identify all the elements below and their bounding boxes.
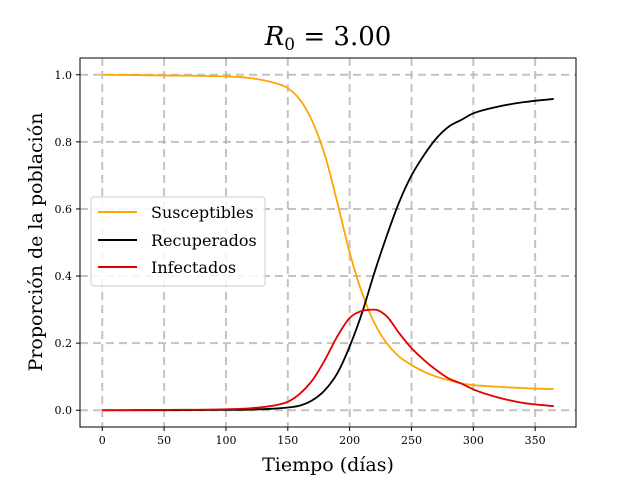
x-tick-label: 0 bbox=[99, 434, 106, 447]
x-tick-label: 50 bbox=[157, 434, 171, 447]
legend-label-recuperados: Recuperados bbox=[151, 231, 257, 250]
y-tick-label: 0.0 bbox=[55, 404, 73, 417]
series-lines bbox=[102, 73, 554, 412]
chart-title: R0 = 3.00 bbox=[264, 22, 392, 55]
x-tick-label: 350 bbox=[525, 434, 546, 447]
y-tick-label: 1.0 bbox=[55, 69, 73, 82]
legend-label-infectados: Infectados bbox=[151, 258, 236, 277]
chart-title-base: R bbox=[264, 22, 285, 52]
legend-box bbox=[90, 196, 266, 287]
x-tick-label: 250 bbox=[401, 434, 422, 447]
chart-title-subscript: 0 bbox=[284, 35, 295, 55]
y-axis-label: Proporción de la población bbox=[25, 113, 47, 372]
axis-ticks: 0 50 100 150 200 250 300 350 0.0 0.2 0.4 0.6 0.8 1.0 bbox=[55, 69, 546, 447]
legend: Susceptibles Recuperados Infectados bbox=[90, 196, 266, 287]
y-tick-label: 0.6 bbox=[55, 203, 73, 216]
y-tick-label: 0.8 bbox=[55, 136, 73, 149]
series-line-recuperados bbox=[102, 98, 554, 412]
x-tick-label: 200 bbox=[339, 434, 360, 447]
x-tick-label: 150 bbox=[277, 434, 298, 447]
x-tick-label: 100 bbox=[215, 434, 236, 447]
x-axis-label: Tiempo (días) bbox=[262, 454, 394, 476]
legend-label-susceptibles: Susceptibles bbox=[151, 203, 254, 222]
y-tick-label: 0.2 bbox=[55, 337, 73, 350]
series-line-infectados bbox=[102, 308, 554, 412]
y-tick-label: 0.4 bbox=[55, 270, 73, 283]
chart-title-rest: = 3.00 bbox=[295, 22, 391, 52]
x-tick-label: 300 bbox=[463, 434, 484, 447]
plot-frame bbox=[79, 57, 577, 428]
